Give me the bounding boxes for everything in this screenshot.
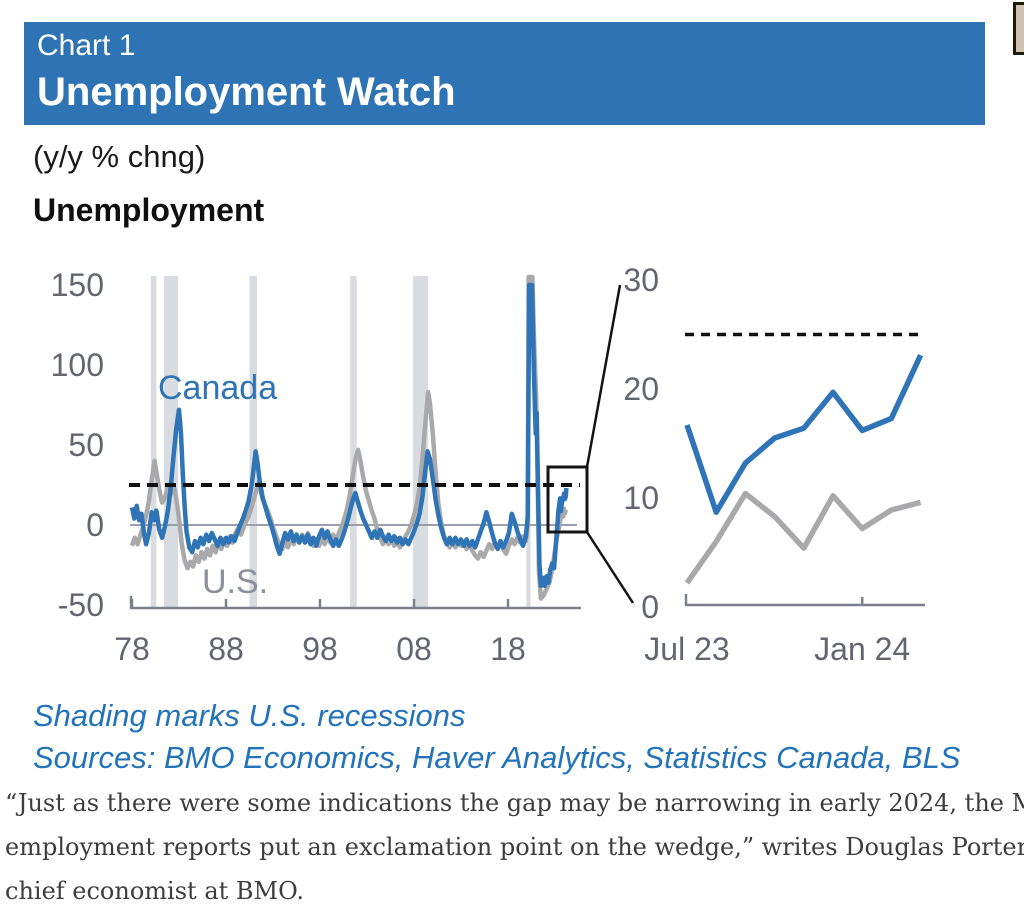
recession-band: [164, 276, 179, 608]
quote-line: chief economist at BMO.: [5, 877, 305, 905]
zoom-box: [546, 465, 589, 534]
canada-series-label: Canada: [158, 369, 277, 407]
quote-paragraph: “Just as there were some indications the…: [5, 781, 1024, 905]
y-tick-label-main: 50: [68, 427, 104, 463]
x-tick-label-inset: Jul 23: [644, 631, 729, 667]
x-tick-label-main: 18: [490, 631, 526, 667]
chart-title: Unemployment Watch: [37, 70, 456, 114]
us-line-main: [129, 274, 569, 601]
x-tick-label-main: 08: [396, 631, 432, 667]
recession-band: [150, 276, 157, 608]
canada-line-main: [129, 282, 569, 589]
quote-line: “Just as there were some indications the…: [5, 789, 1024, 817]
y-tick-label-main: 0: [86, 507, 104, 543]
y-tick-label-inset: 30: [623, 262, 659, 298]
quote-line: employment reports put an exclamation po…: [5, 833, 1024, 861]
zoom-connector-bottom: [585, 531, 635, 604]
x-tick-label-main: 88: [208, 631, 244, 667]
y-tick-label-main: 150: [51, 267, 104, 303]
recession-band: [413, 276, 429, 608]
x-tick-label-inset: Jan 24: [814, 631, 910, 667]
shading-note: Shading marks U.S. recessions: [33, 698, 466, 733]
y-tick-label-inset: 0: [641, 589, 659, 625]
y-tick-label-main: -50: [58, 587, 104, 623]
zoom-connector-top: [585, 284, 622, 468]
y-tick-label-main: 100: [51, 347, 104, 383]
series-section-title: Unemployment: [33, 192, 265, 228]
x-tick-label-main: 98: [302, 631, 338, 667]
canada-line-inset: [684, 354, 924, 515]
chart-number: Chart 1: [37, 29, 136, 62]
y-tick-label-inset: 20: [623, 371, 659, 407]
recession-band: [350, 276, 357, 608]
us-line-inset: [684, 490, 922, 585]
chart-header: Chart 1 Unemployment Watch: [24, 22, 985, 125]
cropped-corner-artifact: [1013, 2, 1024, 55]
y-tick-label-inset: 10: [623, 480, 659, 516]
sources-note: Sources: BMO Economics, Haver Analytics,…: [33, 740, 961, 775]
us-series-label: U.S.: [202, 563, 268, 601]
recession-band: [526, 276, 531, 608]
x-tick-label-main: 78: [114, 631, 150, 667]
recession-band: [249, 276, 257, 608]
units-label: (y/y % chng): [33, 139, 206, 174]
